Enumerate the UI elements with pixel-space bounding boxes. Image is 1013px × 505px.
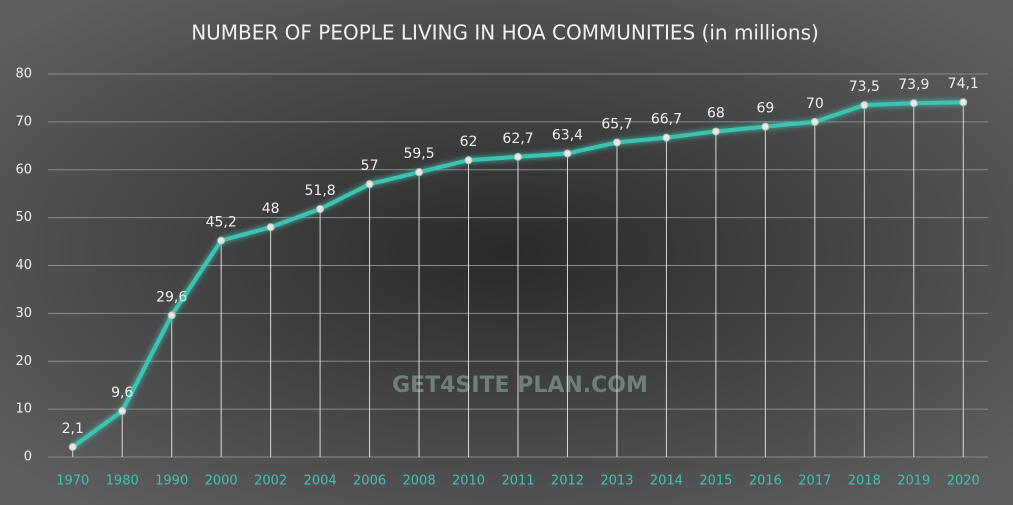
data-label: 69 (756, 101, 774, 117)
data-label: 73,5 (849, 79, 880, 95)
data-label: 66,7 (651, 112, 682, 128)
x-tick-label: 2012 (551, 474, 584, 489)
data-point (514, 152, 522, 161)
data-label: 74,1 (948, 76, 979, 92)
data-label: 48 (262, 201, 280, 217)
x-tick-label: 1970 (56, 474, 89, 489)
x-tick-label: 2008 (403, 474, 436, 489)
y-tick-label: 60 (15, 162, 32, 177)
y-tick-label: 40 (15, 258, 32, 273)
x-tick-label: 2002 (254, 474, 287, 489)
data-point (563, 149, 572, 158)
x-tick-label: 2006 (353, 474, 386, 489)
x-tick-label: 2020 (947, 474, 980, 489)
data-label: 29,6 (156, 289, 187, 305)
data-label: 62,7 (502, 131, 533, 147)
data-label: 73,9 (898, 77, 929, 93)
data-point (810, 117, 819, 126)
data-label: 2,1 (62, 421, 84, 437)
data-point (415, 168, 424, 177)
x-tick-label: 2011 (501, 474, 534, 489)
data-label: 51,8 (305, 183, 336, 199)
data-point (662, 133, 671, 142)
data-point (761, 122, 770, 131)
y-tick-label: 0 (24, 450, 32, 465)
data-point (860, 101, 869, 110)
data-label: 57 (361, 158, 379, 174)
x-tick-label: 2004 (304, 474, 337, 489)
data-label: 63,4 (552, 127, 583, 143)
data-point (365, 180, 374, 189)
y-tick-label: 30 (15, 306, 32, 321)
data-point (68, 442, 77, 451)
y-tick-label: 50 (15, 210, 32, 225)
x-tick-label: 2016 (749, 474, 782, 489)
x-tick-label: 1980 (106, 474, 139, 489)
y-tick-label: 10 (15, 402, 32, 417)
data-point (909, 99, 918, 108)
data-point (167, 311, 176, 320)
x-tick-label: 1990 (155, 474, 188, 489)
data-label: 62 (460, 134, 478, 150)
data-label: 9,6 (111, 385, 133, 401)
data-point (959, 98, 968, 107)
data-label: 65,7 (601, 116, 632, 132)
y-tick-label: 80 (15, 67, 32, 82)
y-tick-label: 20 (15, 354, 32, 369)
chart-title: NUMBER OF PEOPLE LIVING IN HOA COMMUNITI… (191, 21, 819, 45)
data-point (711, 127, 720, 136)
y-tick-label: 70 (15, 114, 32, 129)
x-tick-label: 2015 (699, 474, 732, 489)
data-point (118, 407, 127, 416)
x-tick-label: 2019 (897, 474, 930, 489)
x-tick-label: 2000 (205, 474, 238, 489)
x-tick-label: 2018 (848, 474, 881, 489)
data-point (464, 156, 473, 165)
data-point (612, 138, 621, 147)
data-point (316, 205, 325, 214)
x-tick-label: 2017 (798, 474, 831, 489)
data-label: 68 (707, 105, 725, 121)
data-label: 59,5 (403, 146, 434, 162)
data-point (217, 236, 226, 245)
watermark: GET4SITE PLAN.COM (392, 373, 648, 398)
data-label: 70 (806, 96, 824, 112)
data-point (266, 223, 275, 232)
data-label: 45,2 (206, 215, 237, 231)
x-tick-label: 2013 (600, 474, 633, 489)
x-tick-label: 2010 (452, 474, 485, 489)
x-tick-label: 2014 (650, 474, 683, 489)
